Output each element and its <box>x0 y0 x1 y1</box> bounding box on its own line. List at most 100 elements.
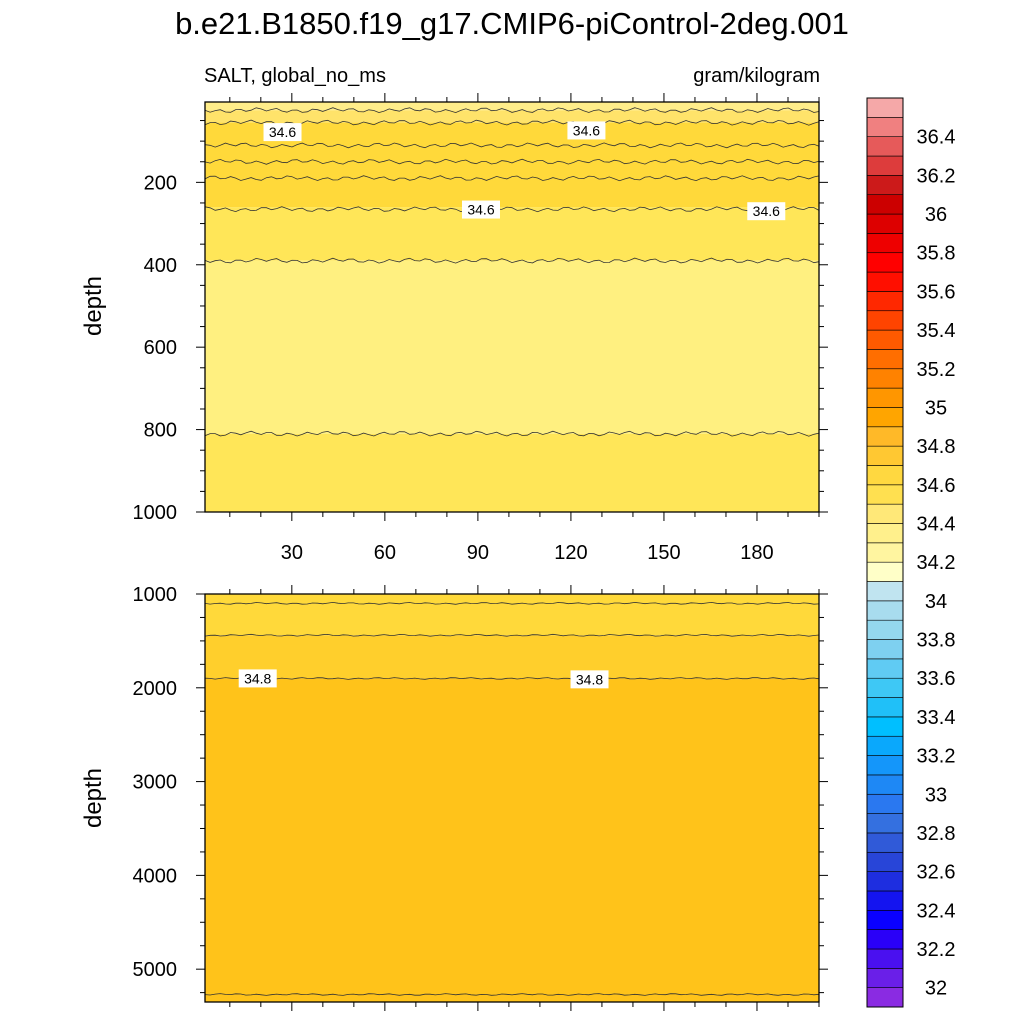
upper-panel: 34.6 34.6 34.6 34.6 30 60 90 120 150 180 200 400 600… <box>133 93 828 564</box>
colorbar-label: 34.4 <box>917 513 956 535</box>
colorbar-swatch <box>866 484 904 505</box>
colorbar-swatch <box>866 349 904 370</box>
units-label: gram/kilogram <box>693 65 820 87</box>
lower-contour-label: 34.8 <box>576 671 603 687</box>
colorbar-swatch <box>866 194 904 215</box>
upper-contour-line <box>204 175 820 182</box>
colorbar-swatch <box>866 329 904 350</box>
upper-contour-label: 34.6 <box>467 202 494 218</box>
colorbar-swatch <box>866 407 904 428</box>
colorbar-swatch <box>866 697 904 718</box>
colorbar-label: 33.6 <box>917 668 956 690</box>
upper-contour-line <box>204 206 820 213</box>
colorbar-label: 36 <box>925 204 947 226</box>
colorbar-label: 36.2 <box>917 165 956 187</box>
colorbar-label: 32.8 <box>917 823 956 845</box>
lower-band-1 <box>205 635 819 679</box>
upper-contour-line <box>204 257 820 264</box>
colorbar-swatch <box>866 929 904 950</box>
upper-contour-label: 34.6 <box>573 122 600 138</box>
upper-contour-line <box>204 142 820 149</box>
upper-contour-label-bg <box>263 123 302 142</box>
lower-y-tick-label: 5000 <box>133 959 178 981</box>
colorbar-label: 33.4 <box>917 707 956 729</box>
lower-contour-line <box>204 601 820 605</box>
upper-y-tick-label: 600 <box>144 337 177 359</box>
colorbar-swatch <box>866 291 904 312</box>
colorbar-label: 32.4 <box>917 900 956 922</box>
colorbar-swatch <box>866 871 904 892</box>
upper-band-5 <box>205 433 819 512</box>
colorbar-swatch <box>866 523 904 544</box>
upper-y-tick-label: 800 <box>144 420 177 442</box>
colorbar-swatch <box>866 503 904 524</box>
colorbar-label: 34.2 <box>917 552 956 574</box>
lower-panel: 34.8 34.8 1000 2000 3000 4000 5000 <box>133 584 828 1011</box>
colorbar-label: 32.6 <box>917 862 956 884</box>
colorbar-label: 35.8 <box>917 243 956 265</box>
upper-band-0 <box>205 102 819 111</box>
x-tick-label: 90 <box>467 542 489 564</box>
colorbar-swatch <box>866 890 904 911</box>
x-tick-label: 60 <box>374 542 396 564</box>
colorbar-swatch <box>866 968 904 988</box>
colorbar-swatch <box>866 271 904 292</box>
lower-frame <box>204 593 820 1003</box>
colorbar-label: 35 <box>925 397 947 419</box>
colorbar-swatch <box>866 755 904 776</box>
upper-y-tick-label: 1000 <box>133 502 178 524</box>
lower-contour-line <box>204 993 820 996</box>
colorbar-label: 36.4 <box>917 127 956 149</box>
colorbar-swatch <box>866 987 904 1008</box>
upper-frame <box>204 101 820 513</box>
colorbar-swatch <box>866 465 904 486</box>
colorbar-swatch <box>866 155 904 176</box>
upper-y-tick-label: 200 <box>144 172 177 194</box>
colorbar-label: 33.2 <box>917 746 956 768</box>
colorbar-swatch <box>866 851 904 872</box>
lower-contour-label-bg <box>238 669 277 688</box>
colorbar-swatch <box>866 639 904 660</box>
colorbar-swatch <box>866 677 904 698</box>
x-tick-label: 180 <box>740 542 773 564</box>
upper-contour-line <box>204 119 820 126</box>
colorbar-swatch <box>866 213 904 234</box>
colorbar-swatch <box>866 387 904 408</box>
colorbar-label: 33 <box>925 784 947 806</box>
colorbar-swatch <box>866 97 904 118</box>
upper-contour-line <box>204 430 820 437</box>
lower-band-2 <box>205 678 819 1002</box>
colorbar-swatch <box>866 233 904 254</box>
colorbar-swatch <box>866 252 904 273</box>
upper-y-tick-label: 400 <box>144 255 177 277</box>
x-tick-label: 30 <box>281 542 303 564</box>
colorbar: 32 32.2 32.4 32.6 32.8 33 33.2 33.4 33.6 33.8 34 34… <box>866 97 956 1008</box>
figure-title: b.e21.B1850.f19_g17.CMIP6-piControl-2deg… <box>175 6 849 41</box>
colorbar-swatch <box>866 600 904 621</box>
colorbar-label: 35.6 <box>917 281 956 303</box>
colorbar-swatch <box>866 658 904 679</box>
upper-contour-label-bg <box>567 121 606 140</box>
upper-band-3 <box>205 207 819 261</box>
colorbar-label: 32.2 <box>917 939 956 961</box>
colorbar-swatch <box>866 909 904 930</box>
colorbar-label: 32 <box>925 978 947 1000</box>
upper-contour-label: 34.6 <box>269 124 296 140</box>
colorbar-swatch <box>866 619 904 640</box>
lower-y-tick-label: 2000 <box>133 678 178 700</box>
colorbar-label: 33.8 <box>917 630 956 652</box>
colorbar-label: 34.8 <box>917 436 956 458</box>
colorbar-swatch <box>866 117 904 137</box>
lower-y-tick-label: 4000 <box>133 865 178 887</box>
upper-y-axis-title: depth <box>80 276 107 336</box>
variable-label: SALT, global_no_ms <box>204 65 386 87</box>
x-tick-label: 120 <box>554 542 587 564</box>
colorbar-swatch <box>866 948 904 969</box>
lower-y-tick-label: 3000 <box>133 772 178 794</box>
lower-contour-label: 34.8 <box>244 670 271 686</box>
upper-band-2 <box>205 122 819 208</box>
colorbar-swatch <box>866 793 904 814</box>
upper-contour-label-bg <box>461 200 500 219</box>
upper-band-1 <box>205 110 819 123</box>
colorbar-swatch <box>866 581 904 602</box>
